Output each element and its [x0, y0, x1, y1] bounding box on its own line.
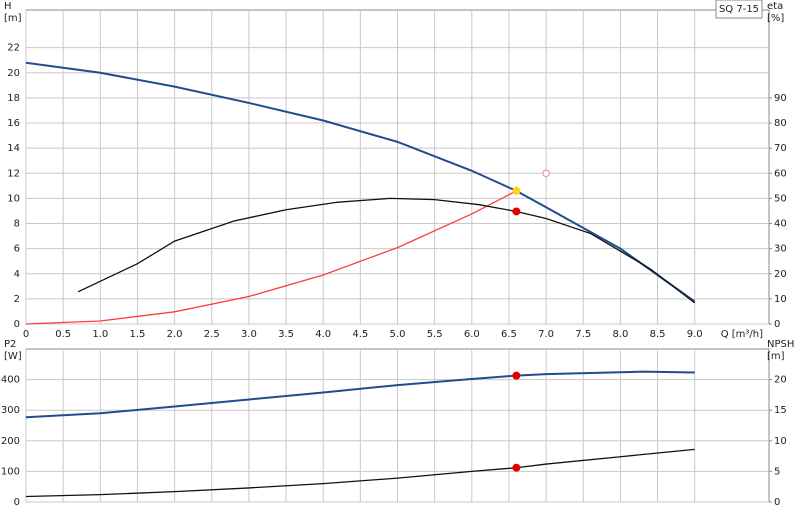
- x-tick-label: 5.5: [427, 329, 443, 340]
- curve: [25, 190, 517, 325]
- y-tick-label: 200: [1, 436, 20, 447]
- y2-tick-label: 70: [774, 143, 787, 154]
- y2-tick-label: 10: [774, 436, 787, 447]
- x-tick-label: 3.5: [278, 329, 294, 340]
- y2-tick-label: 0: [774, 319, 780, 330]
- curve: [25, 448, 695, 498]
- y-tick-label: 12: [7, 168, 20, 179]
- y2-tick-label: 5: [774, 466, 780, 477]
- y-tick-label: 14: [7, 143, 20, 154]
- x-tick-label: 7.5: [575, 329, 591, 340]
- y-tick-label: 6: [14, 244, 20, 255]
- operating-point: [542, 169, 550, 177]
- y2-axis-unit: [%]: [767, 13, 784, 24]
- y2-tick-label: 50: [774, 193, 787, 204]
- y-tick-label: 16: [7, 118, 20, 129]
- y2-tick-label: 15: [774, 405, 787, 416]
- curve: [77, 197, 696, 304]
- y2-tick-label: 40: [774, 219, 787, 230]
- x-tick-label: 8.5: [650, 329, 666, 340]
- y2-tick-label: 60: [774, 168, 787, 179]
- y2-tick-label: 30: [774, 244, 787, 255]
- y-tick-label: 18: [7, 93, 20, 104]
- y-axis-title: H: [4, 1, 12, 12]
- x-tick-label: 4.5: [352, 329, 368, 340]
- curve: [25, 61, 696, 303]
- x-tick-label: 2.5: [204, 329, 220, 340]
- y2-tick-label: 0: [774, 497, 780, 508]
- y2-tick-label: 90: [774, 93, 787, 104]
- x-tick-label: 7.0: [538, 329, 554, 340]
- y-tick-label: 2: [14, 294, 20, 305]
- y-axis-title: P2: [4, 339, 16, 350]
- curve: [25, 370, 695, 419]
- y2-axis-unit: [m]: [767, 351, 785, 362]
- x-tick-label: 1.0: [92, 329, 108, 340]
- x-tick-label: 6.5: [501, 329, 517, 340]
- y-axis-unit: [m]: [4, 13, 22, 24]
- y-tick-label: 400: [1, 375, 20, 386]
- y-tick-label: 4: [14, 269, 20, 280]
- x-tick-label: 9.0: [687, 329, 703, 340]
- x-tick-label: 1.5: [129, 329, 145, 340]
- y-tick-label: 22: [7, 43, 20, 54]
- y2-axis-title: NPSH: [767, 339, 794, 350]
- y-tick-label: 0: [14, 497, 20, 508]
- operating-point: [512, 463, 521, 472]
- x-tick-label: 8.0: [612, 329, 628, 340]
- y-tick-label: 300: [1, 405, 20, 416]
- operating-point: [512, 186, 521, 195]
- y2-tick-label: 20: [774, 375, 787, 386]
- y-tick-label: 100: [1, 466, 20, 477]
- x-tick-label: 6.0: [464, 329, 480, 340]
- y-tick-label: 20: [7, 68, 20, 79]
- operating-point: [512, 371, 521, 380]
- y2-axis-title: eta: [767, 1, 783, 12]
- y2-tick-label: 10: [774, 294, 787, 305]
- x-tick-label: 0.5: [55, 329, 71, 340]
- y-tick-label: 0: [14, 319, 20, 330]
- y-axis-unit: [W]: [4, 351, 22, 362]
- y2-tick-label: 80: [774, 118, 787, 129]
- x-tick-label: 5.0: [390, 329, 406, 340]
- x-tick-label: 2.0: [167, 329, 183, 340]
- y-tick-label: 10: [7, 193, 20, 204]
- annotation: SQ 7-15: [719, 4, 759, 15]
- x-tick-label: 4.0: [315, 329, 331, 340]
- operating-point: [512, 207, 521, 216]
- x-tick-label: 0: [23, 329, 29, 340]
- annotation-box: [715, 0, 763, 19]
- x-tick-label: 3.0: [241, 329, 257, 340]
- y2-tick-label: 20: [774, 269, 787, 280]
- y-tick-label: 8: [14, 219, 20, 230]
- x-axis-title: Q [m³/h]: [721, 329, 763, 340]
